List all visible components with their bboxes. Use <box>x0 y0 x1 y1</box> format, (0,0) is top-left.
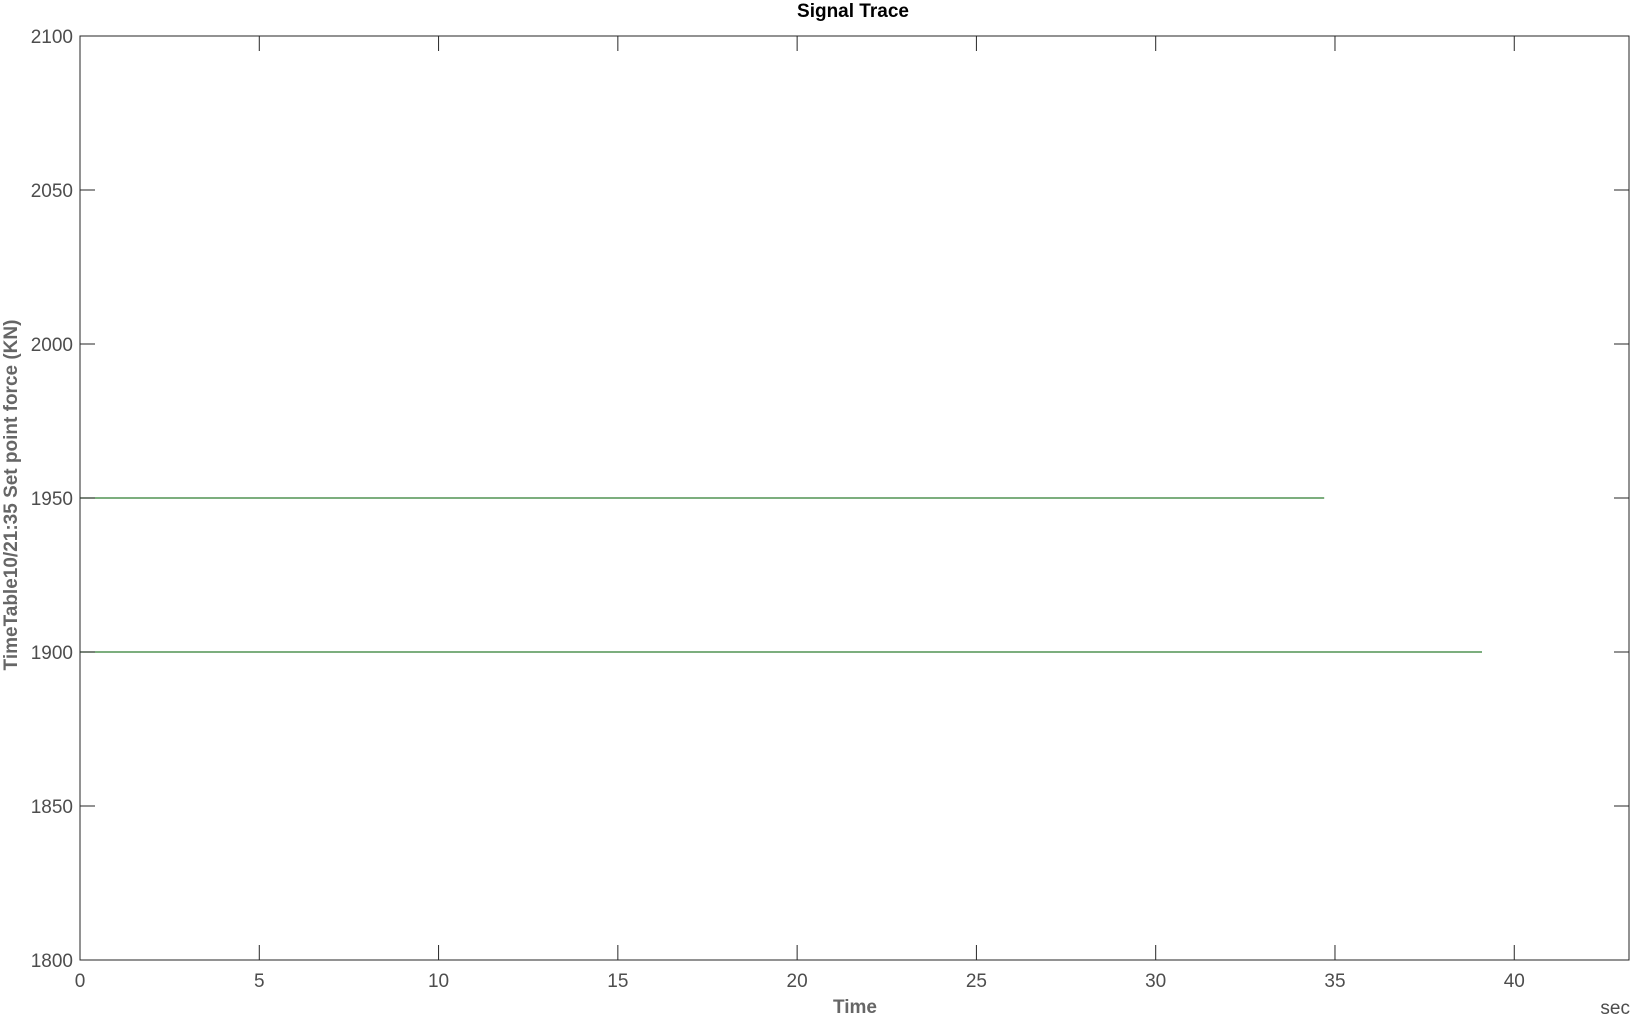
y-tick-label: 1950 <box>31 489 73 510</box>
y-tick-label: 2000 <box>31 335 73 356</box>
x-tick-label: 35 <box>1324 971 1345 992</box>
x-tick-label: 15 <box>607 971 628 992</box>
chart-title: Signal Trace <box>797 1 909 22</box>
y-tick-label: 1800 <box>31 951 73 972</box>
x-tick-label: 10 <box>428 971 449 992</box>
x-tick-label: 25 <box>966 971 987 992</box>
x-tick-label: 20 <box>787 971 808 992</box>
y-tick-label: 2050 <box>31 181 73 202</box>
x-axis-unit-label: sec <box>1600 998 1630 1016</box>
x-tick-label: 40 <box>1504 971 1525 992</box>
series-layer <box>80 497 1482 653</box>
ticks-layer: 0 5 10 15 20 25 30 35 40 1800 1850 1900 1950 2000 2050… <box>31 27 1629 992</box>
y-tick-label: 1850 <box>31 797 73 818</box>
x-tick-label: 5 <box>254 971 265 992</box>
y-tick-label: 1900 <box>31 643 73 664</box>
x-tick-label: 30 <box>1145 971 1166 992</box>
y-tick-label: 2100 <box>31 27 73 48</box>
y-axis-title: TimeTable10/21:35 Set point force (KN) <box>1 320 22 671</box>
x-axis-title: Time <box>833 997 877 1016</box>
x-tick-label: 0 <box>75 971 86 992</box>
